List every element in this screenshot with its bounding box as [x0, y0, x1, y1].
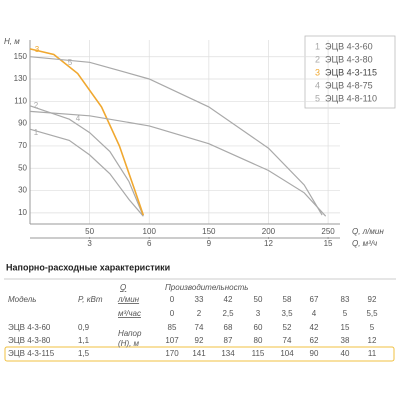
legend-number: 2: [315, 54, 320, 64]
y-tick-label: 150: [14, 52, 28, 61]
head-cell: 74: [195, 323, 204, 332]
x2-tick-label: 9: [207, 239, 212, 248]
curve: [29, 56, 323, 216]
q-header: Q: [120, 283, 126, 292]
x2-tick-label: 3: [87, 239, 92, 248]
table-title: Напорно-расходные характеристики: [6, 262, 170, 272]
head-cell: 42: [310, 323, 319, 332]
y-tick-label: 30: [18, 186, 27, 195]
y-tick-label: 50: [18, 163, 27, 172]
x-tick-label: 200: [262, 227, 276, 236]
curve: [29, 48, 145, 216]
head-cell: 141: [192, 349, 206, 358]
curve: [29, 105, 144, 217]
head-cell: 11: [368, 349, 377, 358]
unit-lpm: л/мин: [117, 295, 140, 304]
curve-number: 1: [34, 128, 39, 137]
y-tick-label: 90: [18, 119, 27, 128]
head-cell: 74: [283, 336, 292, 345]
legend-label: ЭЦВ 4-3-115: [325, 67, 377, 77]
row-highlight: [4, 346, 395, 362]
head-cell: 92: [195, 336, 204, 345]
flow-cell: 83: [341, 295, 350, 304]
head-cell: 52: [283, 323, 292, 332]
x2-tick-label: 15: [324, 239, 333, 248]
legend-box: [304, 35, 396, 109]
y-tick-label: 70: [18, 141, 27, 150]
head-cell: 80: [254, 336, 263, 345]
model-header: Модель: [8, 295, 36, 304]
y-axis-title: H, м: [4, 37, 20, 46]
legend-number: 3: [315, 67, 320, 77]
x-tick-label: 150: [202, 227, 216, 236]
legend-label: ЭЦВ 4-3-80: [325, 54, 373, 64]
curve-number: 5: [68, 58, 73, 67]
power-header: P, кВт: [78, 295, 103, 304]
flow-cell: 0: [170, 295, 175, 304]
head-cell: 87: [224, 336, 233, 345]
legend-number: 1: [315, 41, 320, 51]
head-cell: 62: [310, 336, 319, 345]
model-cell: ЭЦВ 4-3-80: [8, 336, 51, 345]
head-cell: 15: [341, 323, 350, 332]
head-label: Напор (H), м: [118, 329, 142, 348]
curve-number: 3: [35, 45, 40, 54]
head-cell: 68: [224, 323, 233, 332]
curve-number: 4: [76, 114, 81, 123]
power-cell: 1,5: [78, 349, 90, 358]
power-cell: 0,9: [78, 323, 90, 332]
flow-header: Производительность: [165, 283, 248, 292]
flow-cell: 5,5: [366, 309, 378, 318]
head-cell: 134: [221, 349, 235, 358]
x-tick-label: 50: [85, 227, 94, 236]
x-tick-label: 100: [143, 227, 157, 236]
x-axis-title: Q, л/мин: [352, 227, 384, 236]
flow-cell: 42: [224, 295, 233, 304]
unit-m3h: м³/час: [118, 309, 141, 318]
head-cell: 85: [168, 323, 177, 332]
flow-cell: 2,5: [222, 309, 234, 318]
legend-number: 4: [315, 80, 320, 90]
legend-label: ЭЦВ 4-3-60: [325, 41, 373, 51]
head-cell: 107: [165, 336, 179, 345]
flow-cell: 4: [312, 309, 317, 318]
power-cell: 1,1: [78, 336, 90, 345]
x2-tick-label: 6: [147, 239, 152, 248]
flow-cell: 50: [254, 295, 263, 304]
x2-tick-label: 12: [264, 239, 273, 248]
head-cell: 90: [310, 349, 319, 358]
head-cell: 104: [280, 349, 294, 358]
x2-axis-title: Q, м³/ч: [352, 239, 377, 248]
legend-label: ЭЦВ 4-8-75: [325, 80, 373, 90]
y-tick-label: 110: [14, 96, 27, 105]
head-cell: 115: [252, 349, 265, 358]
curve-number: 2: [34, 101, 39, 110]
flow-cell: 92: [368, 295, 377, 304]
flow-cell: 5: [343, 309, 348, 318]
model-cell: ЭЦВ 4-3-60: [8, 323, 51, 332]
flow-cell: 67: [310, 295, 319, 304]
legend-label: ЭЦВ 4-8-110: [325, 93, 377, 103]
flow-cell: 0: [170, 309, 175, 318]
flow-cell: 3: [256, 309, 261, 318]
flow-cell: 33: [195, 295, 204, 304]
head-cell: 60: [254, 323, 263, 332]
y-tick-label: 10: [18, 208, 27, 217]
curve: [29, 110, 327, 217]
y-tick-label: 130: [14, 74, 28, 83]
head-cell: 5: [370, 323, 375, 332]
flow-cell: 3,5: [281, 309, 293, 318]
curve: [29, 128, 144, 217]
flow-cell: 2: [197, 309, 202, 318]
legend-number: 5: [315, 93, 320, 103]
flow-cell: 58: [283, 295, 292, 304]
head-cell: 40: [341, 349, 350, 358]
head-cell: 12: [368, 336, 377, 345]
x-tick-label: 250: [321, 227, 335, 236]
head-cell: 38: [341, 336, 350, 345]
model-cell: ЭЦВ 4-3-115: [8, 349, 55, 358]
head-cell: 170: [165, 349, 179, 358]
